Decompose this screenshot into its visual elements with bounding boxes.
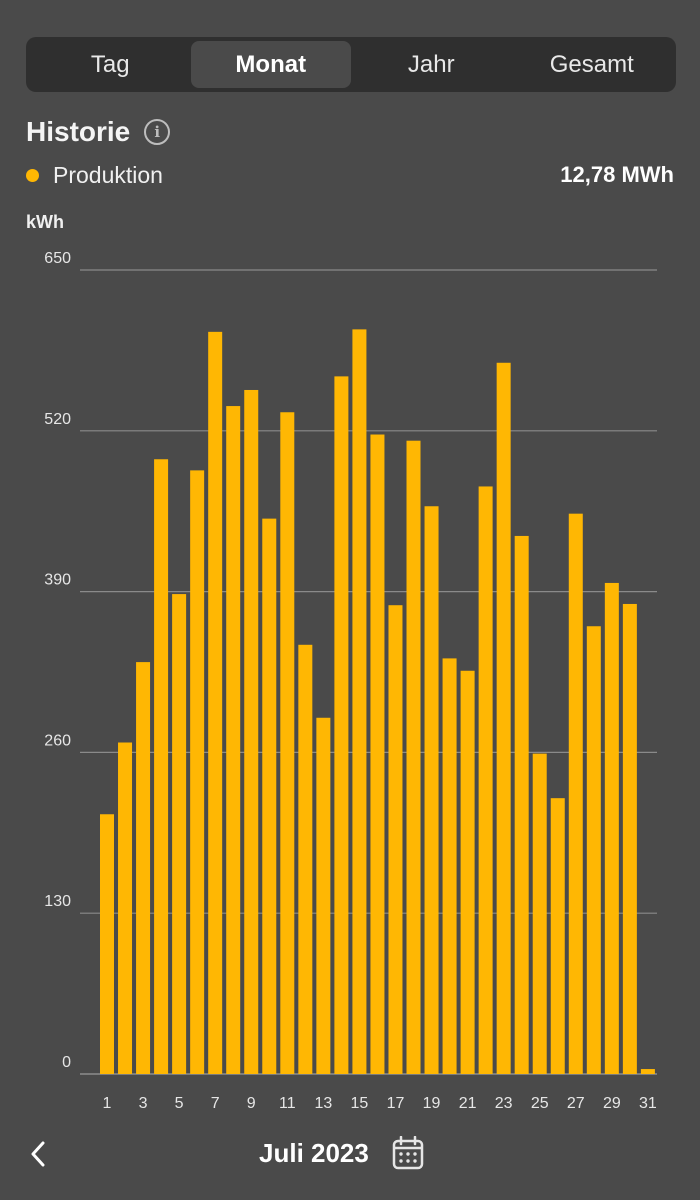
bar-day-3[interactable] — [136, 662, 151, 1074]
y-tick-label: 390 — [44, 572, 71, 589]
previous-period-button[interactable] — [20, 1134, 56, 1174]
x-tick-label: 15 — [351, 1095, 369, 1112]
bar-day-6[interactable] — [190, 470, 205, 1074]
y-axis-unit: kWh — [26, 212, 64, 232]
bar-day-30[interactable] — [622, 603, 637, 1074]
bar-day-15[interactable] — [352, 329, 367, 1074]
bar-day-23[interactable] — [496, 362, 511, 1074]
bar-day-20[interactable] — [442, 658, 457, 1074]
x-tick-label: 1 — [103, 1095, 112, 1112]
bar-day-26[interactable] — [550, 798, 565, 1074]
bar-day-4[interactable] — [154, 459, 169, 1074]
bar-day-31[interactable] — [640, 1069, 655, 1074]
bar-day-9[interactable] — [244, 389, 259, 1074]
tab-gesamt[interactable]: Gesamt — [549, 50, 634, 78]
tab-jahr[interactable]: Jahr — [407, 50, 455, 78]
x-tick-label: 17 — [387, 1095, 405, 1112]
tab-tag[interactable]: Tag — [90, 50, 130, 78]
x-tick-label: 9 — [247, 1095, 256, 1112]
bar-day-2[interactable] — [118, 742, 133, 1074]
section-title: Historie — [26, 116, 131, 147]
x-tick-label: 23 — [495, 1095, 513, 1112]
footer-nav: Juli 2023 — [0, 1128, 700, 1180]
bar-day-17[interactable] — [388, 605, 403, 1074]
bar-day-16[interactable] — [370, 434, 385, 1075]
bar-day-29[interactable] — [604, 582, 619, 1074]
legend-dot-icon — [26, 168, 39, 182]
bar-day-25[interactable] — [532, 753, 547, 1074]
x-tick-label: 31 — [639, 1095, 657, 1112]
bar-day-10[interactable] — [262, 518, 277, 1074]
tab-monat[interactable]: Monat — [190, 41, 351, 88]
bar-day-27[interactable] — [568, 513, 583, 1074]
x-tick-label: 11 — [279, 1095, 296, 1112]
x-tick-label: 3 — [139, 1095, 148, 1112]
x-tick-label: 7 — [211, 1095, 220, 1112]
x-tick-label: 13 — [314, 1095, 332, 1112]
bar-day-14[interactable] — [334, 376, 349, 1074]
y-tick-label: 260 — [44, 732, 71, 749]
y-tick-label: 650 — [44, 250, 71, 267]
production-total: 12,78 MWh — [560, 162, 674, 187]
period-tab-bar: Tag Monat Jahr Gesamt — [26, 37, 676, 92]
legend-entry: Produktion — [26, 162, 163, 189]
period-label: Juli 2023 — [259, 1138, 369, 1168]
bar-day-28[interactable] — [586, 626, 601, 1074]
bar-day-12[interactable] — [298, 644, 313, 1074]
x-tick-label: 5 — [175, 1095, 184, 1112]
bar-day-18[interactable] — [406, 440, 421, 1074]
bar-day-21[interactable] — [460, 670, 475, 1074]
calendar-icon — [392, 1135, 424, 1170]
x-tick-label: 19 — [423, 1095, 441, 1112]
y-tick-label: 520 — [44, 411, 71, 428]
bar-day-24[interactable] — [514, 535, 529, 1074]
y-tick-label: 130 — [44, 893, 71, 910]
bar-day-11[interactable] — [280, 412, 295, 1074]
bar-day-22[interactable] — [478, 486, 493, 1074]
x-tick-label: 25 — [531, 1095, 549, 1112]
bar-day-5[interactable] — [172, 594, 187, 1074]
bar-day-8[interactable] — [226, 406, 241, 1074]
x-tick-label: 21 — [459, 1095, 477, 1112]
bar-day-19[interactable] — [424, 506, 439, 1074]
section-header: Historie i — [26, 114, 171, 150]
calendar-button[interactable] — [392, 1135, 424, 1170]
bar-day-7[interactable] — [208, 331, 223, 1074]
legend-label: Produktion — [53, 161, 163, 188]
legend-row: Produktion 12,78 MWh — [26, 158, 674, 192]
info-icon[interactable]: i — [144, 119, 171, 145]
x-tick-label: 29 — [603, 1095, 621, 1112]
chevron-left-icon — [31, 1141, 45, 1167]
x-tick-label: 27 — [567, 1095, 585, 1112]
bar-day-13[interactable] — [316, 717, 331, 1074]
bar-day-1[interactable] — [100, 814, 114, 1074]
y-tick-label: 0 — [62, 1054, 71, 1071]
